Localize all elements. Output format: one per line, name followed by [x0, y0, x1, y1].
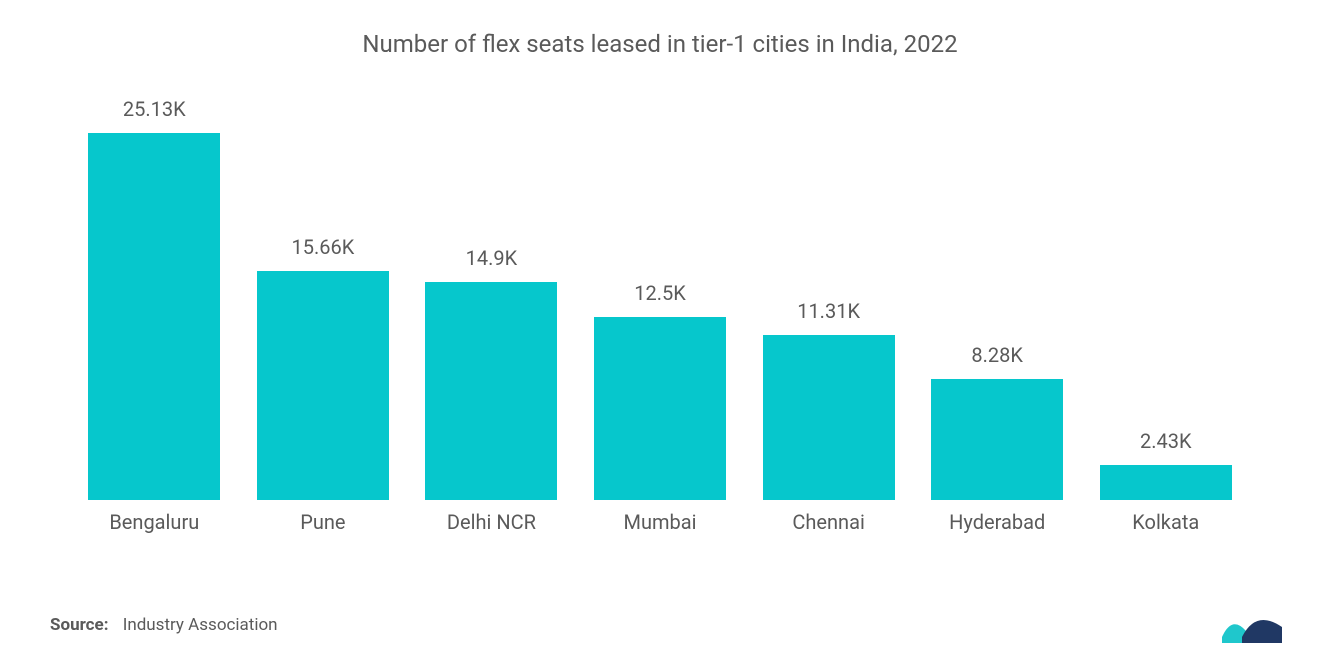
chart-title: Number of flex seats leased in tier-1 ci…: [50, 30, 1270, 58]
logo-wave-right-icon: [1242, 620, 1282, 643]
bar-category-label: Chennai: [792, 510, 864, 538]
bar-group: 15.66K Pune: [249, 78, 398, 538]
bar-value-label: 11.31K: [797, 299, 860, 323]
bar-category-label: Hyderabad: [949, 510, 1045, 538]
bar-value-label: 12.5K: [634, 281, 686, 305]
bar-value-label: 15.66K: [291, 235, 354, 259]
source-line: Source: Industry Association: [50, 615, 278, 635]
bar-rect: [425, 282, 557, 500]
bar-value-label: 14.9K: [466, 246, 518, 270]
bar-group: 2.43K Kolkata: [1091, 78, 1240, 538]
source-label: Source:: [50, 615, 108, 635]
bar-rect: [88, 133, 220, 500]
bar-category-label: Mumbai: [624, 510, 697, 538]
bar-group: 11.31K Chennai: [754, 78, 903, 538]
bars-row: 25.13KBengaluru15.66KPune14.9KDelhi NCR1…: [50, 78, 1270, 538]
plot-area: 25.13KBengaluru15.66KPune14.9KDelhi NCR1…: [50, 78, 1270, 538]
bar-group: 25.13K Bengaluru: [80, 78, 229, 538]
bar-category-label: Delhi NCR: [447, 510, 536, 538]
bar-value-label: 2.43K: [1140, 429, 1192, 453]
bar-category-label: Pune: [300, 510, 345, 538]
chart-container: Number of flex seats leased in tier-1 ci…: [0, 0, 1320, 665]
bar-rect: [931, 379, 1063, 500]
source-text: Industry Association: [123, 615, 278, 635]
bar-category-label: Kolkata: [1132, 510, 1199, 538]
bar-group: 14.9K Delhi NCR: [417, 78, 566, 538]
bar-category-label: Bengaluru: [109, 510, 199, 538]
bar-value-label: 8.28K: [971, 343, 1023, 367]
bar-value-label: 25.13K: [123, 97, 186, 121]
bar-rect: [1100, 465, 1232, 501]
bar-rect: [594, 317, 726, 500]
bar-group: 12.5K Mumbai: [586, 78, 735, 538]
brand-logo: [1222, 607, 1282, 643]
bar-rect: [763, 335, 895, 500]
bar-group: 8.28K Hyderabad: [923, 78, 1072, 538]
bar-rect: [257, 271, 389, 500]
